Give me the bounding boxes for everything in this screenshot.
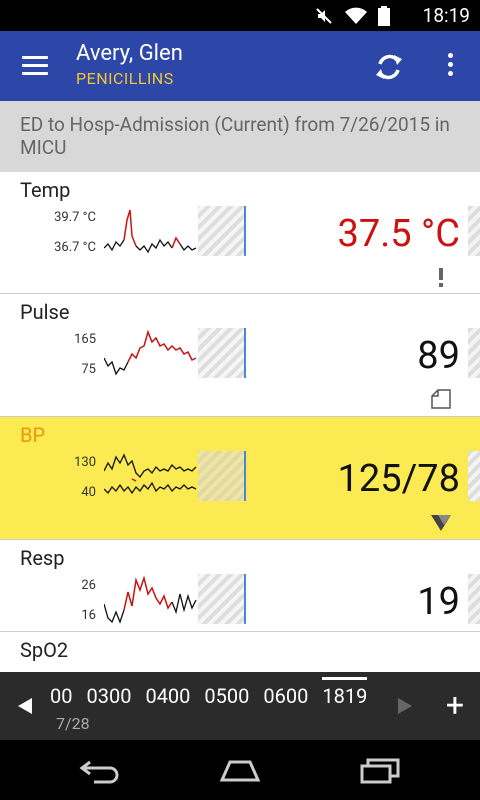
allergy-label[interactable]: PENICILLINS bbox=[76, 69, 174, 88]
recents-icon[interactable] bbox=[358, 756, 402, 784]
clock: 18:19 bbox=[422, 4, 470, 27]
vital-row-spo2[interactable]: SpO2 bbox=[0, 632, 480, 672]
resp-sparkline bbox=[104, 574, 246, 624]
vital-label: BP bbox=[20, 423, 46, 447]
timeline-hour[interactable]: 0600 bbox=[263, 684, 309, 708]
overflow-menu-icon[interactable] bbox=[440, 53, 460, 81]
add-button[interactable]: + bbox=[445, 686, 465, 724]
vital-row-bp[interactable]: BP 130 40 125/78 bbox=[0, 417, 480, 540]
timeline-bar: 00 0300 0400 0500 0600 1819 7/28 + bbox=[0, 672, 480, 740]
menu-icon[interactable] bbox=[22, 56, 48, 76]
timeline-date: 7/28 bbox=[56, 714, 90, 733]
system-nav-bar bbox=[0, 740, 480, 800]
next-arrow-icon[interactable] bbox=[396, 696, 414, 716]
prev-arrow-icon[interactable] bbox=[16, 696, 34, 716]
patient-name[interactable]: Avery, Glen bbox=[76, 41, 183, 66]
triangle-flag-icon bbox=[431, 515, 451, 531]
vital-label: Resp bbox=[20, 546, 65, 570]
sparkline-max: 130 bbox=[74, 455, 96, 470]
exclamation-icon bbox=[439, 268, 443, 287]
timeline-hours: 00 0300 0400 0500 0600 1819 bbox=[50, 677, 368, 708]
vital-row-pulse[interactable]: Pulse 165 75 89 bbox=[0, 294, 480, 417]
vital-label: SpO2 bbox=[20, 638, 69, 662]
corner-note-icon bbox=[431, 389, 451, 409]
status-bar: 18:19 bbox=[0, 0, 480, 31]
refresh-icon[interactable] bbox=[372, 50, 406, 84]
timeline-hour[interactable]: 0500 bbox=[204, 684, 250, 708]
sparkline-max: 26 bbox=[81, 578, 96, 593]
wifi-icon bbox=[345, 7, 367, 24]
vital-value: 19 bbox=[417, 580, 460, 624]
sparkline-max: 165 bbox=[74, 332, 96, 347]
bp-sparkline bbox=[104, 451, 246, 501]
vital-label: Temp bbox=[20, 178, 71, 202]
app-bar: Avery, Glen PENICILLINS bbox=[0, 31, 480, 101]
vital-value: 125/78 bbox=[337, 457, 460, 501]
temp-sparkline bbox=[104, 206, 246, 256]
vital-value: 89 bbox=[417, 334, 460, 378]
vital-row-temp[interactable]: Temp 39.7 °C 36.7 °C 37.5 °C bbox=[0, 172, 480, 294]
sparkline-max: 39.7 °C bbox=[54, 210, 96, 225]
scroll-indicator bbox=[468, 574, 480, 624]
scroll-indicator bbox=[468, 328, 480, 378]
sparkline-min: 36.7 °C bbox=[54, 240, 96, 255]
timeline-hour-current[interactable]: 1819 bbox=[322, 677, 368, 708]
timeline-hour[interactable]: 0300 bbox=[86, 684, 132, 708]
timeline-hour[interactable]: 0400 bbox=[145, 684, 191, 708]
vital-value: 37.5 °C bbox=[337, 212, 460, 256]
back-icon[interactable] bbox=[78, 756, 122, 784]
sparkline-min: 75 bbox=[81, 362, 96, 377]
vitals-list: Temp 39.7 °C 36.7 °C 37.5 °C Pulse 165 7… bbox=[0, 172, 480, 672]
pulse-sparkline bbox=[104, 328, 246, 378]
vital-row-resp[interactable]: Resp 26 16 19 bbox=[0, 540, 480, 632]
sparkline-min: 16 bbox=[81, 608, 96, 623]
vital-label: Pulse bbox=[20, 300, 70, 324]
battery-icon bbox=[378, 6, 390, 26]
scroll-indicator bbox=[468, 451, 480, 501]
sparkline-min: 40 bbox=[81, 485, 96, 500]
encounter-banner[interactable]: ED to Hosp-Admission (Current) from 7/26… bbox=[0, 101, 480, 172]
scroll-indicator bbox=[468, 206, 480, 256]
timeline-hour[interactable]: 00 bbox=[50, 684, 73, 708]
mute-icon bbox=[316, 8, 332, 24]
home-icon[interactable] bbox=[218, 756, 262, 784]
